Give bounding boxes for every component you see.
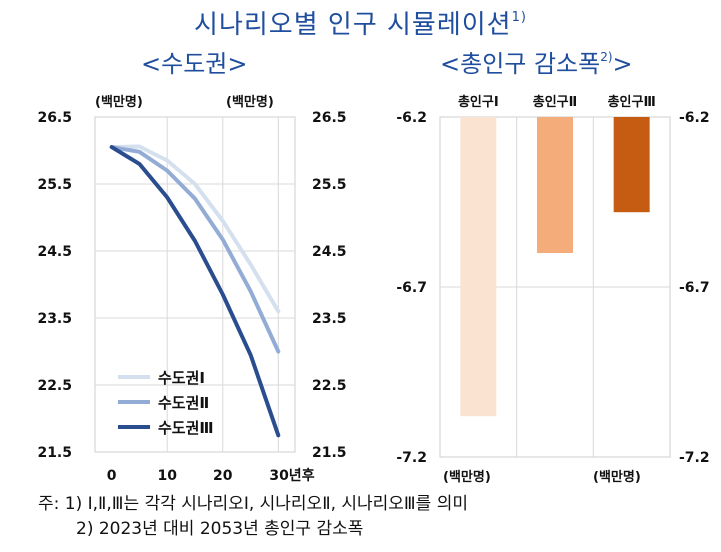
x-tick-label: 10 <box>157 468 177 484</box>
y-tick-label-left: 25.5 <box>37 177 72 193</box>
bar-chart-ticks: -6.2 -6.2 -6.7 -6.7 -7.2 -7.2 <box>396 110 709 466</box>
y-tick-label-left: 23.5 <box>37 311 72 327</box>
y-tick-label-right: -6.2 <box>679 110 710 126</box>
right-panel-subtitle: <총인구 감소폭2)> <box>440 50 633 78</box>
bar-category-label-1: 총인구Ⅰ <box>458 94 499 110</box>
bar-chart-unit-left: (백만명) <box>443 469 491 485</box>
line-chart-ticks: 26.5 26.5 25.5 25.5 24.5 24.5 23.5 23.5 22.5 22.5… <box>37 110 346 484</box>
y-tick-label-left: -6.2 <box>396 110 427 126</box>
line-chart-legend: 수도권Ⅰ 수도권Ⅱ 수도권Ⅲ <box>118 369 214 437</box>
series-line-1 <box>109 144 281 314</box>
y-tick-label-right: 26.5 <box>312 110 347 126</box>
bar-chart-bars <box>460 117 650 417</box>
legend-label-2: 수도권Ⅱ <box>158 394 209 412</box>
y-tick-label-right: 22.5 <box>312 378 347 394</box>
y-tick-label-right: 24.5 <box>312 244 347 260</box>
line-chart-series <box>109 144 281 438</box>
chart-title: 시나리오별 인구 시뮬레이션1) <box>194 10 527 40</box>
y-tick-label-right: 23.5 <box>312 311 347 327</box>
footnote-1: 주: 1) Ⅰ,Ⅱ,Ⅲ는 각각 시나리오Ⅰ, 시나리오Ⅱ, 시나리오Ⅲ를 의미 <box>38 494 468 514</box>
y-tick-label-left: -6.7 <box>396 280 427 296</box>
y-tick-label-left: 21.5 <box>37 445 72 461</box>
left-panel-subtitle: <수도권> <box>141 50 248 78</box>
x-tick-label: 20 <box>213 468 233 484</box>
bar-3 <box>613 117 650 213</box>
series-line-2 <box>109 145 281 354</box>
y-tick-label-left: 24.5 <box>37 244 72 260</box>
footnote-2: 2) 2023년 대비 2053년 총인구 감소폭 <box>76 519 364 539</box>
y-tick-label-left: -7.2 <box>396 450 427 466</box>
legend-label-3: 수도권Ⅲ <box>158 419 214 437</box>
footnotes: 주: 1) Ⅰ,Ⅱ,Ⅲ는 각각 시나리오Ⅰ, 시나리오Ⅱ, 시나리오Ⅲ를 의미 … <box>38 492 468 542</box>
bar-2 <box>537 117 573 253</box>
y-tick-label-right: 25.5 <box>312 177 347 193</box>
bar-category-label-2: 총인구Ⅱ <box>533 94 577 110</box>
y-tick-label-right: -6.7 <box>679 280 710 296</box>
bar-1 <box>460 117 497 417</box>
bar-chart-category-labels: 총인구Ⅰ 총인구Ⅱ 총인구Ⅲ <box>458 94 656 110</box>
x-tick-label: 0 <box>107 468 117 484</box>
line-chart-unit-left: (백만명) <box>95 94 143 110</box>
y-tick-label-left: 26.5 <box>37 110 72 126</box>
series-line-3 <box>109 145 281 438</box>
legend-label-1: 수도권Ⅰ <box>158 369 205 387</box>
y-tick-label-right: 21.5 <box>312 445 347 461</box>
x-tick-label: 30년후 <box>269 468 314 484</box>
line-chart-unit-right: (백만명) <box>226 94 274 110</box>
bar-category-label-3: 총인구Ⅲ <box>608 94 656 110</box>
bar-chart-unit-right: (백만명) <box>593 469 641 485</box>
y-tick-label-right: -7.2 <box>679 450 710 466</box>
y-tick-label-left: 22.5 <box>37 378 72 394</box>
